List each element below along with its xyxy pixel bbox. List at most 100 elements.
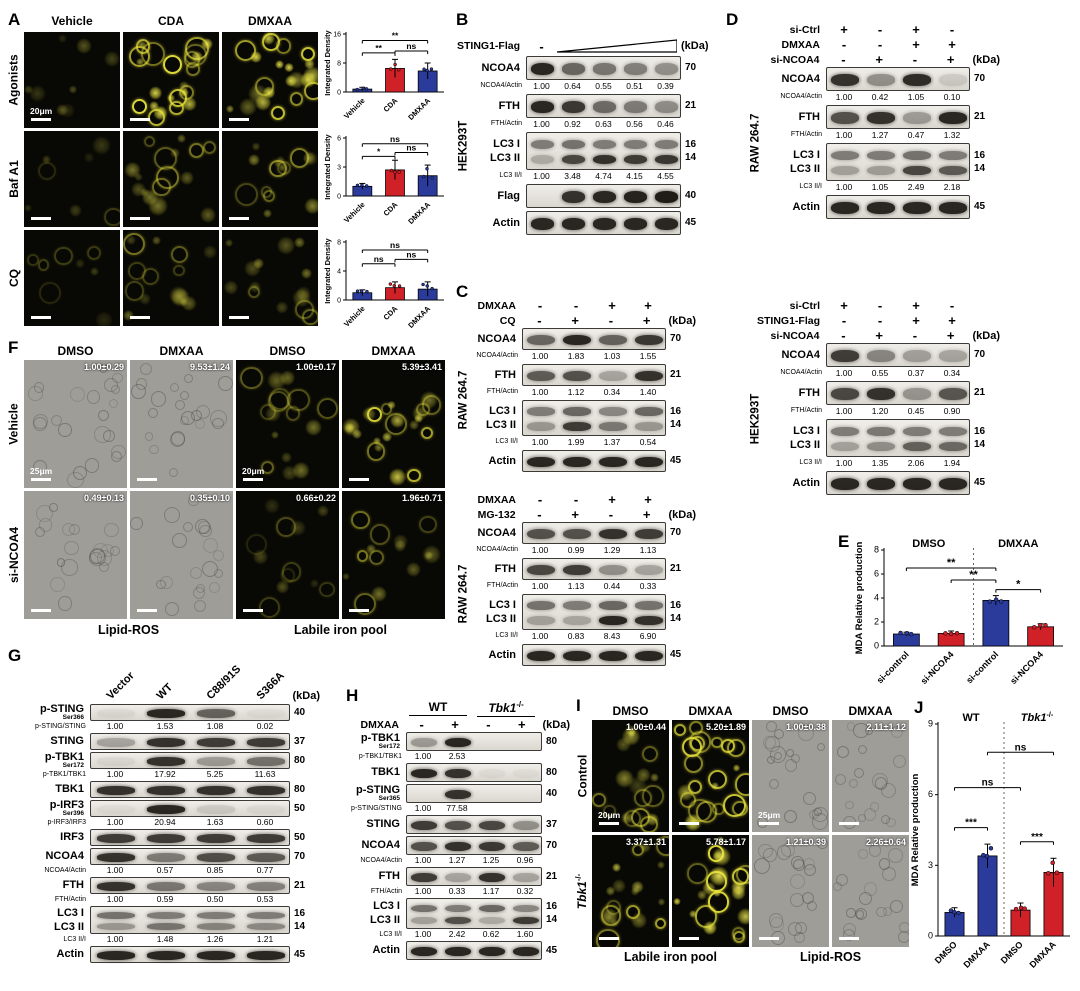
protein-name: FTH <box>498 99 520 112</box>
scale-bar <box>243 609 263 612</box>
cell-outline <box>789 893 804 908</box>
fluorescent-cell <box>92 136 112 156</box>
cell-outline <box>816 742 826 752</box>
quantification-value: 4.55 <box>657 170 674 181</box>
micrograph-tile: 5.39±3.41 <box>342 360 445 488</box>
panel-d-western-blot-hek: si-Ctrl + - + - STING1-Flag - - + + si-NCOA4- + - + (k… <box>748 298 1000 498</box>
blot-band-row: FTH 21 <box>748 381 1000 405</box>
quantification-value: 1.00 <box>835 367 853 378</box>
intensity-value: 5.39±3.41 <box>402 362 442 372</box>
blot-band-row: FTH 21 <box>456 558 696 580</box>
blot-band <box>411 820 437 831</box>
cell-outline <box>170 431 186 446</box>
micrograph-tile: 2.11±1.12 <box>832 720 909 832</box>
kda-number: 16 <box>974 149 986 161</box>
data-point <box>430 286 434 291</box>
column-header: Vehicle <box>51 14 93 28</box>
kda-value: 21 <box>542 867 570 886</box>
quantification-row: NCOA4/Actin 1.00 0.55 0.37 0.34 <box>748 367 1000 378</box>
fluorescent-cell <box>287 388 310 412</box>
protein-label: NCOA4 <box>12 848 90 865</box>
condition-symbol: - <box>949 22 955 37</box>
blot-band <box>411 737 437 748</box>
blot-lane-box <box>522 364 666 386</box>
data-point <box>389 67 393 71</box>
fluorescent-cell <box>177 134 187 143</box>
cell-outline <box>33 416 48 431</box>
cell-outline <box>758 843 773 859</box>
cell-outline <box>882 867 896 881</box>
fluorescent-cell <box>147 108 165 126</box>
fluorescent-cell <box>611 878 626 893</box>
fluorescent-cell <box>276 236 295 255</box>
blot-band <box>563 421 591 431</box>
kda-value: 45 <box>970 195 1000 219</box>
scale-bar <box>31 609 51 612</box>
quantification-row: NCOA4/Actin 1.00 0.42 1.05 0.10 <box>748 91 1000 102</box>
blot-band <box>903 388 931 400</box>
panel-b-western-blot: STING1-Flag - (kDa) NCOA4 70 NCOA4/Actin 1.00 0… <box>456 36 711 238</box>
protein-label: LC3 I LC3 II <box>456 594 522 630</box>
quantification-value: 0.02 <box>256 721 274 731</box>
row-label: Tbk1-/- <box>574 835 590 947</box>
y-tick-label: 6 <box>928 789 933 799</box>
blot-band <box>147 805 185 814</box>
fluorescent-cell <box>734 773 749 796</box>
blot-band <box>411 904 437 913</box>
intensity-value: 1.00±0.29 <box>84 362 124 372</box>
micrograph-tile: 2.26±0.64 <box>832 835 909 947</box>
kda-value: 80 <box>542 763 570 782</box>
quantification-value: 20.94 <box>154 817 176 827</box>
quantification-value: 0.34 <box>943 367 961 378</box>
x-tick-label: DMXAA <box>1028 939 1059 970</box>
micrograph-tile <box>222 32 318 128</box>
protein-name: NCOA4 <box>45 850 84 862</box>
micrograph-tile <box>24 230 120 326</box>
condition-symbol: - <box>841 328 846 343</box>
quantification-row: LC3 II/I 1.00 1.35 2.06 1.94 <box>748 457 1000 468</box>
data-point <box>954 630 960 636</box>
quantification-value: 1.13 <box>639 544 657 555</box>
quantification-label: p-IRF3/IRF3 <box>47 818 86 826</box>
kda-value: 70 <box>681 56 711 80</box>
condition-symbol: + <box>571 507 579 522</box>
blot-rows: NCOA4 70 NCOA4/Actin 1.00 0.64 0.55 0.51 0.39 FT… <box>456 56 711 235</box>
blot-band <box>479 841 505 852</box>
x-tick-label: DMSO <box>999 939 1025 965</box>
blot-band <box>197 912 235 919</box>
blot-band <box>831 388 859 400</box>
panel-g-western-blot: Vector WT C88/91S S366A (kDa) p-STING Ser366 40… <box>12 658 320 965</box>
y-tick-label: 8 <box>337 240 341 247</box>
data-point <box>425 284 429 288</box>
blot-lane-box <box>406 815 542 834</box>
blot-band <box>97 834 135 843</box>
cell-outline <box>103 522 119 538</box>
quantification-value: 0.34 <box>603 386 621 397</box>
quantification-value: 0.46 <box>657 118 674 129</box>
quantification-value: 0.45 <box>907 405 925 416</box>
fluorescent-cell <box>224 238 234 248</box>
blot-lane-box <box>826 143 970 181</box>
fluorescent-cell <box>37 259 50 271</box>
quantification-value: 17.92 <box>154 769 176 779</box>
fluorescent-cell <box>366 544 376 554</box>
cell-outline <box>33 459 48 475</box>
quantification-label: p-TBK1/TBK1 <box>42 770 86 778</box>
condition-name: CQ <box>499 314 516 327</box>
fluorescent-cell <box>128 262 146 280</box>
blot-band <box>445 946 471 957</box>
protein-name: p-STING <box>356 783 400 796</box>
data-point <box>393 62 397 67</box>
cell-outline <box>189 567 202 580</box>
quantification-value: 1.00 <box>533 118 550 129</box>
scale-bar <box>679 937 699 940</box>
kda-value: 45 <box>681 211 711 235</box>
kda-value: 40 <box>290 704 320 721</box>
quantification-value: 1.27 <box>448 855 466 865</box>
scale-bar <box>130 118 150 121</box>
blot-band <box>635 528 663 540</box>
condition-name: DMXAA <box>360 718 400 731</box>
quantification-value: 1.00 <box>414 855 432 865</box>
fluorescent-cell <box>641 745 658 762</box>
fluorescent-cell <box>270 105 285 120</box>
